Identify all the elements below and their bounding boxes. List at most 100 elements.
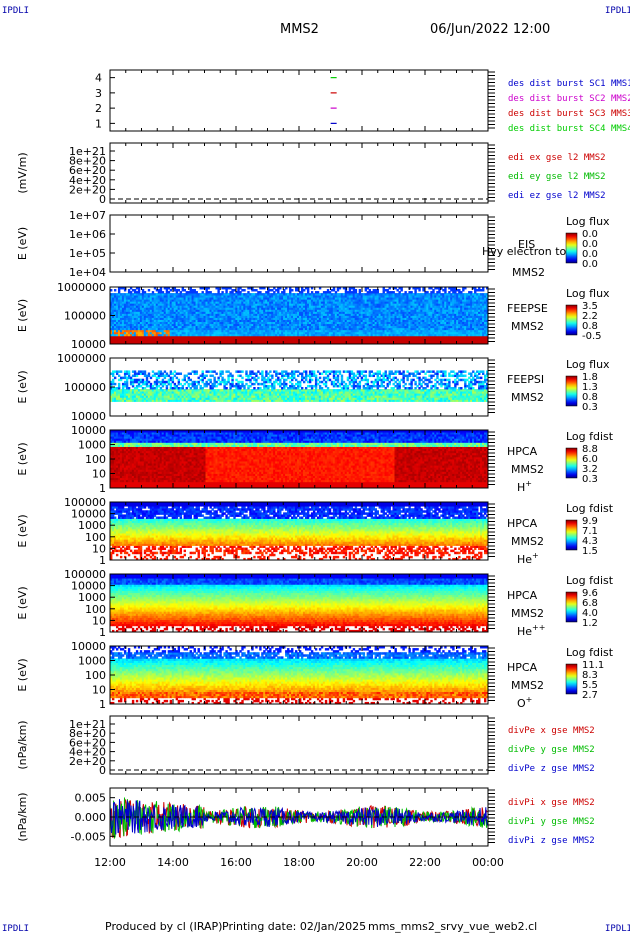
feepse-cell: [239, 297, 242, 300]
feepse-cell: [255, 337, 258, 341]
feepse-cell: [133, 291, 137, 294]
feepse-cell: [291, 293, 294, 296]
feepse-cell: [193, 315, 196, 318]
feepse-cell: [201, 301, 204, 304]
feepse-cell: [225, 307, 228, 310]
feepse-cell: [193, 341, 196, 345]
feepse-cell: [233, 313, 236, 316]
feepse-cell: [155, 317, 159, 320]
feepse-cell: [201, 299, 204, 302]
feepse-cell: [281, 307, 284, 310]
feepse-cell: [277, 291, 280, 294]
feepse-cell: [300, 315, 304, 318]
feepse-cell: [291, 303, 294, 306]
feepse-cell: [215, 297, 218, 300]
feepse-cell: [143, 299, 147, 302]
feepse-cell: [183, 321, 186, 325]
feepse-cell: [111, 327, 115, 331]
divpe-ytick-label: 2e+20: [69, 755, 106, 768]
feepse-cell: [275, 315, 278, 318]
feepse-cell: [157, 299, 161, 302]
feepse-cell: [211, 337, 214, 341]
feepse-cell: [293, 325, 296, 329]
feepse-cell: [177, 339, 181, 343]
feepse-cell: [243, 325, 246, 329]
feepse-cell: [289, 339, 292, 343]
feepse-cell: [223, 331, 226, 335]
feepse-cell: [179, 327, 183, 331]
feepse-cell: [237, 303, 240, 306]
feepse-cell: [247, 323, 250, 327]
feepse-cell: [151, 319, 155, 323]
feepse-cell: [235, 313, 238, 316]
feepse-cell: [287, 331, 290, 335]
feepse-cell: [205, 327, 208, 331]
feepse-cell: [293, 311, 296, 314]
feepse-cell: [115, 315, 119, 318]
feepse-cell: [320, 315, 324, 318]
feepse-cell: [300, 333, 304, 337]
feepse-cell: [163, 329, 167, 333]
feepse-cell: [239, 331, 242, 335]
feepse-cell: [151, 341, 155, 345]
feepse-cell: [217, 317, 220, 320]
feepse-cell: [237, 327, 240, 331]
feepse-cell: [304, 329, 308, 333]
feepse-cell: [279, 319, 282, 323]
feepse-cell: [283, 317, 286, 320]
feepse-cell: [121, 313, 125, 316]
feepse-cell: [125, 331, 129, 335]
feepse-cell: [299, 295, 302, 298]
feepse-cell: [123, 329, 127, 333]
feepse-cell: [129, 297, 133, 300]
feepse-cell: [173, 341, 177, 345]
feepse-cell: [131, 339, 135, 343]
feepse-cell: [203, 299, 206, 302]
feepse-cell: [171, 333, 175, 337]
feepse-cell: [137, 303, 141, 306]
feepse-cell: [225, 331, 228, 335]
feepse-cell: [235, 341, 238, 345]
feepse-cell: [159, 327, 163, 331]
feepse-cell: [261, 297, 264, 300]
feepse-cell: [153, 287, 157, 290]
feepse-cell: [302, 315, 306, 318]
feepse-cell: [117, 335, 121, 339]
feepse-cell: [161, 319, 165, 323]
feepse-cell: [157, 297, 161, 300]
feepse-cell: [265, 327, 268, 331]
feepse-cell: [318, 339, 322, 343]
feepse-cell: [297, 319, 300, 323]
feepse-cell: [211, 297, 214, 300]
feepse-cell: [185, 319, 188, 323]
feepse-cell: [312, 305, 316, 308]
feepse-cell: [297, 323, 300, 327]
feepse-cell: [205, 339, 208, 343]
feepse-cell: [179, 323, 183, 327]
feepse-cell: [195, 341, 198, 345]
feepse-cell: [189, 331, 192, 335]
feepse-cell: [211, 313, 214, 316]
feepse-cell: [135, 329, 139, 333]
feepse-cell: [285, 319, 288, 323]
feepse-cell: [241, 321, 244, 325]
feepse-cell: [145, 301, 149, 304]
feepse-cell: [195, 319, 198, 323]
feepse-cell: [257, 327, 260, 331]
feepse-cell: [283, 301, 286, 304]
feepse-cell: [155, 309, 159, 312]
feepse-cell: [263, 293, 266, 296]
feepse-cell: [243, 303, 246, 306]
feepse-cell: [163, 303, 167, 306]
feepse-cell: [233, 325, 236, 329]
corner-mark-top-right: IPDLI: [605, 6, 630, 16]
feepse-cell: [175, 325, 179, 329]
feepse-cell: [299, 305, 302, 308]
feepse-cell: [261, 319, 264, 323]
feepse-cell: [147, 311, 151, 314]
feepse-cell: [233, 319, 236, 323]
feepse-cell: [300, 317, 304, 320]
feepse-cell: [318, 309, 322, 312]
feepse-cell: [219, 309, 222, 312]
feepse-cell: [161, 299, 165, 302]
